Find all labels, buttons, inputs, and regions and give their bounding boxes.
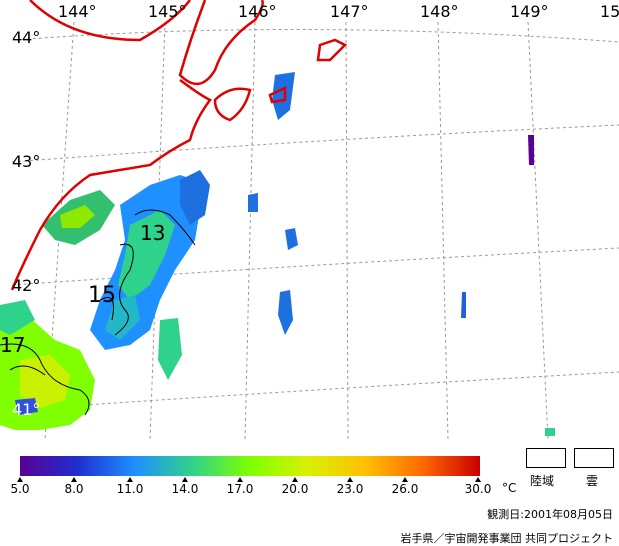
- graticule: [11, 21, 619, 440]
- tick-label-11: 11.0: [116, 482, 144, 496]
- parallel-41: [11, 371, 619, 411]
- meridian-149: [527, 21, 549, 440]
- tick-mark-0: [17, 477, 23, 482]
- credit-text: 岩手県／宇宙開発事業団 共同プロジェクト: [400, 532, 614, 545]
- longitude-label-147: 147°: [330, 2, 369, 21]
- sst-patch-main-green: [118, 210, 175, 300]
- sst-patch-sw-blue: [15, 398, 38, 415]
- tick-mark-7: [402, 477, 408, 482]
- tick-mark-5: [292, 477, 298, 482]
- tick-label-17: 17.0: [226, 482, 254, 496]
- contour-13: [134, 209, 196, 246]
- contour-label-13: 13: [140, 221, 165, 245]
- latitude-label-41: 41°: [12, 400, 41, 419]
- cloud-legend-box: [574, 448, 614, 468]
- sst-map: 13 15 17: [0, 0, 619, 440]
- coastline-island1: [316, 38, 348, 62]
- sst-patches: [0, 72, 555, 436]
- meridian-146: [244, 21, 256, 440]
- sst-patch-c4: [248, 193, 258, 212]
- sst-patch-c1: [285, 228, 298, 250]
- latitude-label-42: 42°: [12, 276, 41, 295]
- contour-label-17: 17: [0, 333, 25, 357]
- parallel-43: [11, 124, 619, 163]
- tick-mark-8: [475, 477, 481, 482]
- meridian-145: [149, 21, 166, 440]
- tick-label-23: 23.0: [336, 482, 364, 496]
- land-legend-box: [526, 448, 566, 468]
- longitude-label-146: 146°: [238, 2, 277, 21]
- meridian-148: [437, 21, 449, 440]
- sst-patch-c3: [461, 292, 466, 318]
- coastline-shiretoko: [178, 0, 264, 85]
- tick-label-26: 26.0: [391, 482, 419, 496]
- cloud-legend-label: 雲: [586, 474, 599, 488]
- unit-label: °C: [502, 481, 517, 495]
- contour-15b: [99, 297, 114, 321]
- tick-mark-1: [71, 477, 77, 482]
- colorbar: [20, 456, 480, 476]
- tick-mark-6: [347, 477, 353, 482]
- coastline-nemuro: [10, 78, 212, 291]
- longitude-label-144: 144°: [58, 2, 97, 21]
- sst-patch-sw-cyan: [0, 300, 35, 335]
- longitude-label-148: 148°: [420, 2, 459, 21]
- tick-mark-3: [182, 477, 188, 482]
- tick-label-14: 14.0: [171, 482, 199, 496]
- sst-patch-c2: [278, 290, 293, 335]
- contour-17b: [9, 365, 46, 376]
- coastline-kunashir: [213, 87, 252, 122]
- tick-label-30: 30.0: [464, 482, 492, 496]
- tick-label-8: 8.0: [64, 482, 84, 496]
- longitude-label-150: 15: [600, 2, 619, 21]
- sst-patch-west-yellow: [60, 205, 95, 228]
- tick-label-5: 5.0: [10, 482, 30, 496]
- tick-label-20: 20.0: [281, 482, 309, 496]
- land-legend-label: 陸域: [530, 474, 555, 488]
- sst-patch-c8: [545, 428, 555, 436]
- latitude-label-43: 43°: [12, 152, 41, 171]
- parallel-42: [11, 247, 619, 286]
- sst-patch-east1: [180, 170, 210, 225]
- coastline: [10, 0, 348, 291]
- tick-mark-4: [237, 477, 243, 482]
- latitude-label-44: 44°: [12, 28, 41, 47]
- tick-mark-2: [127, 477, 133, 482]
- colorbar-ticks: [17, 477, 481, 482]
- contour-15: [114, 243, 134, 336]
- observation-date: 観測日:2001年08月05日: [487, 508, 613, 521]
- coastline-island2: [268, 86, 287, 104]
- meridian-147: [345, 21, 349, 440]
- contour-label-15: 15: [88, 283, 116, 308]
- longitude-label-149: 149°: [510, 2, 549, 21]
- longitude-label-145: 145°: [148, 2, 187, 21]
- contour-17: [0, 343, 90, 416]
- sst-patch-c5: [158, 318, 182, 380]
- contours: [0, 209, 196, 416]
- sst-patch-c6: [272, 72, 295, 120]
- coastline-hokkaido-east: [29, 0, 191, 42]
- sst-patch-c7: [528, 135, 534, 165]
